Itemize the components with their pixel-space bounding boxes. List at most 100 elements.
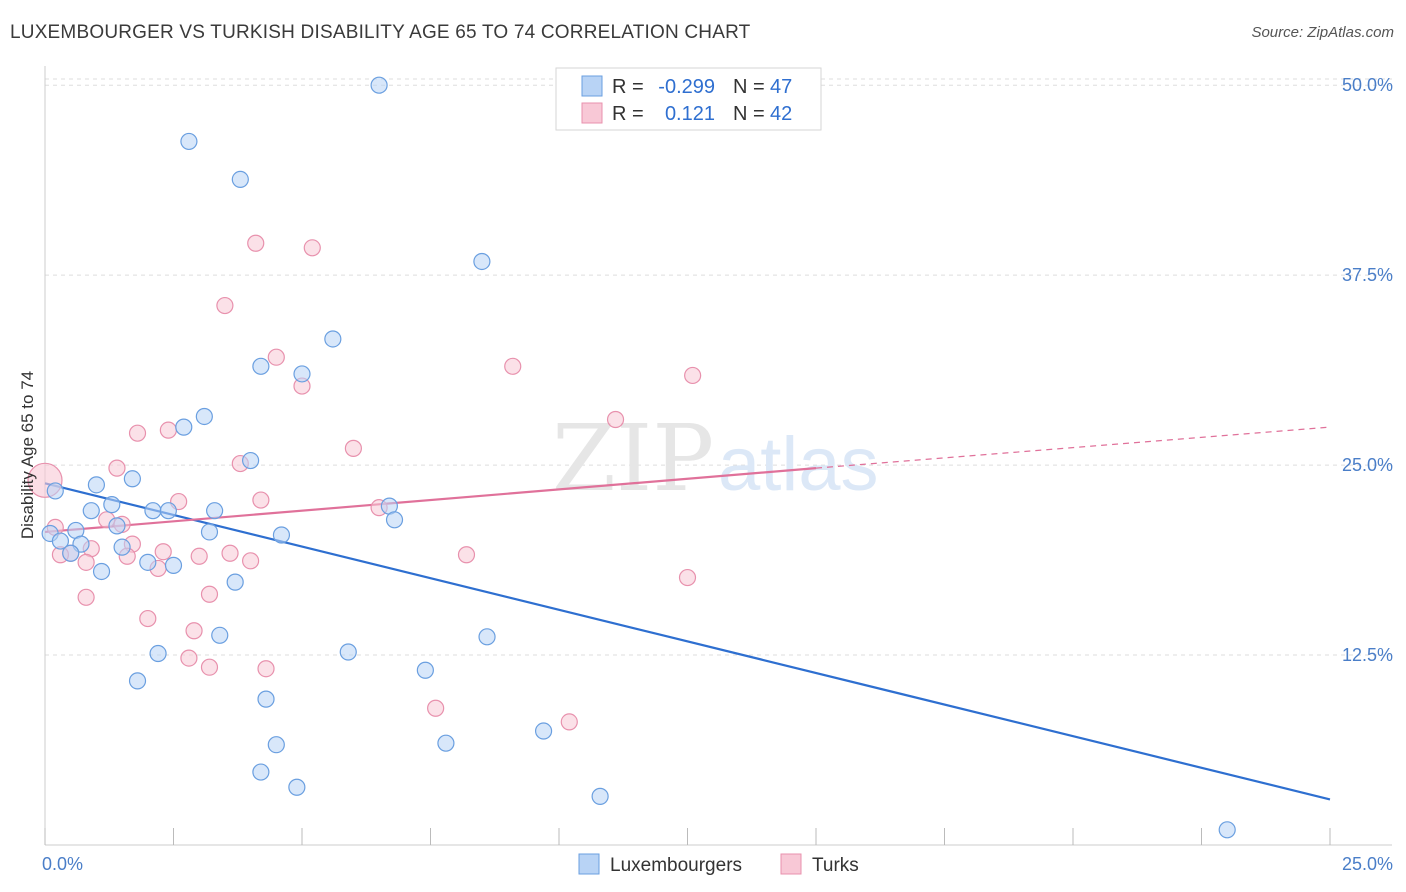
luxembourger-point-29	[139, 553, 157, 571]
bottom-legend-label-luxembourgers: Luxembourgers	[610, 855, 742, 876]
y-tick-label-3: 50.0%	[1342, 75, 1393, 95]
legend-r-value-1: -0.299	[658, 76, 715, 98]
luxembourger-point-34	[478, 628, 496, 646]
turk-point-40	[560, 713, 578, 731]
luxembourger-point-14	[82, 502, 100, 520]
turk-point-10	[128, 424, 147, 442]
luxembourger-point-43	[252, 763, 270, 781]
chart-title: LUXEMBOURGER VS TURKISH DISABILITY AGE 6…	[10, 22, 751, 43]
turk-point-31	[678, 568, 697, 587]
luxembourger-point-8	[175, 418, 193, 436]
chart-source: Source: ZipAtlas.com	[1251, 24, 1394, 41]
luxembourger-point-19	[385, 511, 404, 529]
turk-point-9	[159, 421, 177, 439]
luxembourger-point-37	[416, 661, 434, 679]
turk-point-5	[504, 357, 522, 375]
luxembourger-point-35	[149, 644, 167, 663]
luxembourger-point-3	[473, 252, 491, 271]
legend-n-value-2: 42	[770, 103, 792, 125]
turk-point-13	[108, 459, 126, 477]
watermark-zip: ZIP	[552, 405, 714, 512]
legend-n-label-2: N =	[733, 103, 765, 125]
luxembourger-point-16	[159, 502, 177, 520]
bottom-legend-label-turks: Turks	[812, 855, 859, 876]
turk-point-39	[427, 699, 445, 717]
luxembourger-point-45	[591, 787, 609, 805]
tick-labels: 12.5% 25.0% 37.5% 50.0% 0.0% 25.0%	[42, 75, 1393, 874]
luxembourger-point-27	[113, 538, 131, 556]
luxembourger-point-38	[128, 672, 147, 690]
turk-point-32	[77, 588, 95, 606]
turk-point-23	[154, 543, 172, 561]
luxembourger-point-7	[195, 407, 213, 426]
turk-point-27	[457, 546, 476, 564]
legend-n-label-1: N =	[733, 76, 765, 98]
legend-swatch-turks	[581, 102, 603, 124]
legend-swatch-luxembourgers	[581, 75, 603, 97]
legend-r-label-1: R =	[612, 76, 644, 98]
trend-line-luxembourgers	[44, 482, 1331, 801]
luxembourger-point-33	[211, 626, 229, 644]
luxembourger-point-36	[339, 643, 357, 661]
luxembourger-point-40	[534, 722, 553, 740]
luxembourger-point-1	[180, 132, 198, 151]
legend-r-label-2: R =	[612, 103, 644, 125]
luxembourger-point-12	[46, 482, 64, 500]
turk-point-35	[185, 622, 203, 640]
luxembourger-point-2	[231, 170, 249, 189]
axes	[44, 66, 1392, 846]
luxembourger-point-39	[257, 690, 275, 708]
luxembourger-point-30	[164, 556, 183, 574]
luxembourger-point-32	[226, 573, 244, 591]
bottom-legend: Luxembourgers Turks	[578, 853, 859, 876]
y-axis-label: Disability Age 65 to 74	[18, 371, 37, 539]
luxembourger-point-5	[252, 357, 270, 375]
luxembourger-point-17	[206, 502, 224, 520]
watermark-atlas: atlas	[718, 422, 879, 507]
turk-point-26	[242, 552, 260, 570]
luxembourger-point-13	[103, 496, 121, 514]
turk-point-37	[200, 658, 219, 676]
luxembourger-point-4	[324, 330, 342, 348]
watermark: ZIP atlas	[552, 405, 879, 512]
trend-lines	[44, 426, 1331, 801]
turk-point-25	[221, 544, 239, 562]
bottom-legend-swatch-luxembourgers	[578, 853, 600, 875]
turk-point-6	[684, 366, 702, 385]
luxembourger-point-22	[200, 523, 219, 541]
trend-line-turks-extrapolated	[815, 426, 1331, 469]
luxembourger-point-0	[370, 76, 388, 94]
luxembourger-point-44	[288, 778, 306, 796]
luxembourger-point-15	[144, 502, 162, 520]
turk-point-24	[190, 547, 208, 565]
turk-point-14	[252, 491, 270, 509]
turk-point-1	[247, 234, 265, 252]
luxembourger-point-6	[293, 365, 311, 383]
luxembourger-point-42	[437, 734, 455, 752]
y-tick-label-1: 25.0%	[1342, 455, 1393, 475]
luxembourger-point-25	[51, 532, 70, 550]
legend-n-value-1: 47	[770, 76, 792, 98]
turk-point-2	[303, 239, 321, 257]
turk-point-11	[344, 439, 362, 457]
legend-r-value-2: 0.121	[665, 103, 715, 125]
luxembourger-point-28	[62, 544, 80, 562]
luxembourger-point-11	[87, 476, 106, 494]
turk-point-33	[200, 585, 219, 603]
luxembourger-point-20	[108, 517, 126, 535]
x-tick-label-0: 0.0%	[42, 854, 83, 874]
luxembourger-point-9	[242, 451, 260, 470]
turk-point-29	[77, 553, 95, 571]
luxembourger-point-46	[1218, 821, 1236, 839]
turk-point-4	[267, 348, 285, 366]
luxembourger-point-41	[267, 736, 285, 754]
y-tick-label-0: 12.5%	[1342, 645, 1393, 665]
luxembourger-point-10	[123, 470, 141, 488]
turk-point-38	[257, 660, 275, 678]
turk-point-34	[139, 609, 157, 628]
luxembourger-point-31	[92, 562, 111, 581]
luxembourger-point-23	[272, 526, 291, 544]
y-tick-label-2: 37.5%	[1342, 265, 1393, 285]
trend-line-turks	[44, 467, 817, 534]
